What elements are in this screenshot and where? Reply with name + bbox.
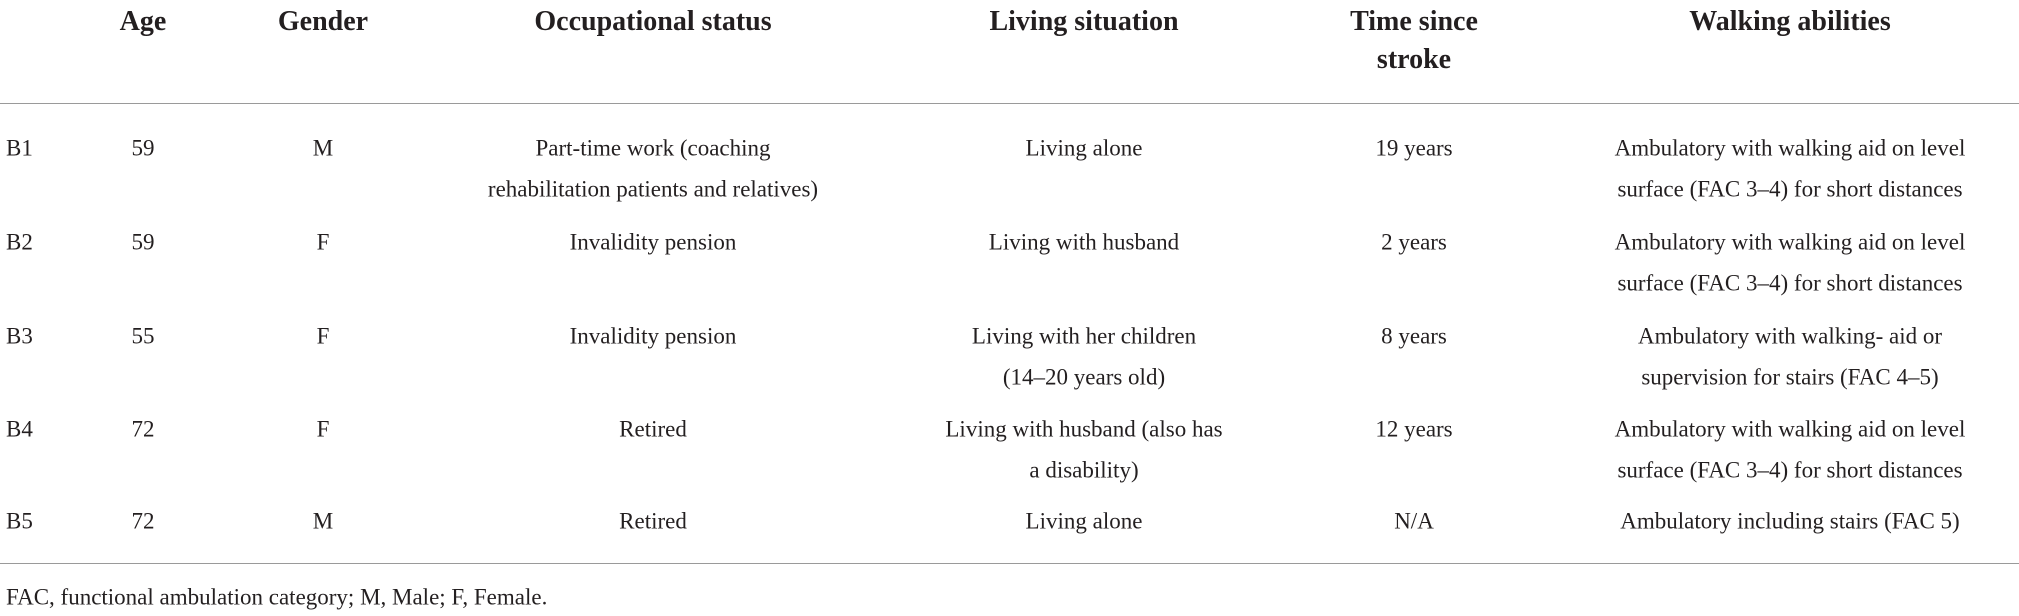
table-cell: F bbox=[316, 416, 330, 442]
table-cell: surface (FAC 3–4) for short distances bbox=[1617, 457, 1963, 483]
header-cell: stroke bbox=[1376, 44, 1452, 75]
table-cell: Living with her children bbox=[971, 323, 1197, 349]
table-cell: 59 bbox=[131, 135, 155, 161]
table-cell: 8 years bbox=[1381, 323, 1447, 349]
table-cell: Retired bbox=[619, 416, 687, 442]
row-label: B1 bbox=[6, 135, 33, 161]
table-cell: Ambulatory including stairs (FAC 5) bbox=[1620, 508, 1960, 534]
table-cell: N/A bbox=[1394, 508, 1434, 534]
table-cell: 59 bbox=[131, 229, 155, 255]
table-cell: Living alone bbox=[1025, 135, 1143, 161]
row-label: B5 bbox=[6, 508, 33, 534]
table-cell: 72 bbox=[131, 416, 155, 442]
table-cell: Living with husband bbox=[988, 229, 1180, 255]
table-cell: 12 years bbox=[1375, 416, 1453, 442]
header-cell: Living situation bbox=[989, 6, 1179, 37]
header-cell: Occupational status bbox=[534, 6, 772, 37]
table-cell: Invalidity pension bbox=[569, 229, 737, 255]
footnote: FAC, functional ambulation category; M, … bbox=[6, 584, 548, 610]
table-cell: rehabilitation patients and relatives) bbox=[487, 176, 819, 202]
table-cell: (14–20 years old) bbox=[1002, 364, 1166, 390]
table-cell: surface (FAC 3–4) for short distances bbox=[1617, 176, 1963, 202]
table-cell: F bbox=[316, 323, 330, 349]
header-cell: Age bbox=[119, 6, 167, 37]
table-cell: Invalidity pension bbox=[569, 323, 737, 349]
table-cell: Ambulatory with walking aid on level bbox=[1614, 135, 1966, 161]
row-label: B3 bbox=[6, 323, 33, 349]
table-cell: Retired bbox=[619, 508, 687, 534]
table-cell: 19 years bbox=[1375, 135, 1453, 161]
table-cell: F bbox=[316, 229, 330, 255]
table-cell: surface (FAC 3–4) for short distances bbox=[1617, 270, 1963, 296]
table-cell: a disability) bbox=[1029, 457, 1139, 483]
row-label: B2 bbox=[6, 229, 33, 255]
table-cell: Living alone bbox=[1025, 508, 1143, 534]
table-cell: 55 bbox=[131, 323, 155, 349]
bottom-rule bbox=[0, 563, 2019, 564]
header-rule bbox=[0, 103, 2019, 104]
table-cell: 2 years bbox=[1381, 229, 1447, 255]
header-cell: Walking abilities bbox=[1689, 6, 1891, 37]
table-cell: Ambulatory with walking aid on level bbox=[1614, 416, 1966, 442]
table-cell: M bbox=[312, 135, 334, 161]
table-cell: Ambulatory with walking aid on level bbox=[1614, 229, 1966, 255]
table-cell: M bbox=[312, 508, 334, 534]
table-cell: 72 bbox=[131, 508, 155, 534]
table-cell: Part-time work (coaching bbox=[535, 135, 771, 161]
table-cell: Ambulatory with walking- aid or bbox=[1637, 323, 1943, 349]
table-cell: supervision for stairs (FAC 4–5) bbox=[1641, 364, 1939, 390]
header-cell: Time since bbox=[1350, 6, 1478, 37]
row-label: B4 bbox=[6, 416, 33, 442]
header-cell: Gender bbox=[277, 6, 369, 37]
table-cell: Living with husband (also has bbox=[945, 416, 1223, 442]
